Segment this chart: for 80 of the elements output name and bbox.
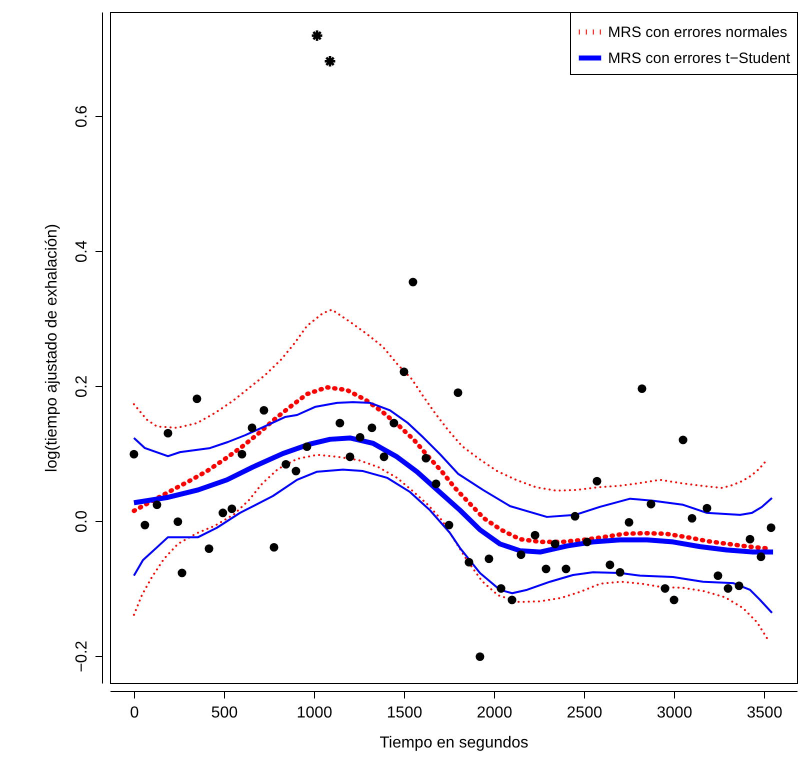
point	[734, 581, 744, 590]
point	[476, 652, 484, 661]
point	[756, 552, 766, 562]
x-tick-label: 1500	[386, 704, 422, 722]
point	[678, 436, 688, 444]
point	[228, 504, 236, 514]
x-tick-label: 3500	[746, 704, 782, 722]
point	[324, 54, 336, 68]
point	[496, 584, 506, 593]
x-tick-label: 2500	[566, 704, 602, 722]
point	[204, 544, 214, 553]
x-axis-title: Tiempo en segundos	[380, 734, 528, 752]
legend-label: MRS con errores t−Student	[608, 50, 791, 67]
point	[516, 550, 526, 560]
point	[670, 596, 678, 604]
point	[178, 568, 186, 578]
point	[582, 538, 592, 546]
line-series	[132, 454, 770, 641]
x-tick-label: 500	[211, 704, 238, 722]
point	[484, 554, 494, 564]
point	[422, 454, 430, 463]
point	[646, 500, 656, 508]
point	[310, 29, 324, 42]
y-tick-label: 0.4	[74, 240, 90, 263]
point	[530, 530, 540, 540]
y-tick-label: −0.2	[74, 640, 90, 672]
point	[624, 518, 634, 527]
point	[282, 460, 290, 469]
point	[218, 508, 228, 518]
x-tick-label: 3000	[656, 704, 692, 722]
point	[164, 428, 172, 438]
point	[152, 500, 162, 510]
point	[400, 367, 408, 376]
point	[444, 520, 454, 530]
point	[390, 418, 398, 428]
point	[336, 418, 344, 428]
x-tick-label: 0	[130, 704, 139, 722]
x-tick-label: 1000	[296, 704, 332, 722]
point	[746, 534, 754, 544]
point	[606, 560, 614, 570]
point	[130, 450, 138, 458]
point	[248, 424, 256, 432]
point	[570, 512, 580, 521]
y-axis-title: log(tiempo ajustado de exhalación)	[44, 224, 60, 472]
x-tick-label: 2000	[476, 704, 512, 722]
point	[592, 476, 602, 486]
point	[714, 571, 722, 580]
point	[638, 384, 646, 393]
point	[562, 564, 570, 574]
point	[550, 540, 560, 548]
y-tick-label: 0.2	[74, 375, 90, 398]
point	[408, 278, 418, 286]
point	[380, 452, 388, 462]
point	[508, 596, 516, 604]
y-tick-label: 0.6	[74, 105, 90, 128]
y-tick-label: 0.0	[74, 510, 90, 533]
point	[724, 584, 732, 593]
point	[292, 466, 300, 476]
line-series	[132, 308, 768, 492]
line-series	[132, 468, 773, 614]
point	[542, 564, 550, 574]
point	[192, 394, 202, 404]
point	[766, 523, 776, 532]
point	[356, 432, 364, 442]
point	[454, 388, 462, 398]
point	[270, 542, 278, 552]
point	[464, 558, 474, 566]
point	[688, 514, 696, 523]
point	[302, 442, 312, 452]
point	[368, 424, 376, 432]
point	[260, 406, 268, 415]
point	[346, 452, 354, 462]
point	[660, 584, 670, 593]
legend-label: MRS con errores normales	[608, 24, 788, 41]
point	[140, 520, 150, 530]
point	[174, 517, 182, 526]
point	[238, 450, 246, 458]
point	[702, 504, 712, 512]
point	[432, 480, 440, 488]
point	[616, 568, 624, 577]
